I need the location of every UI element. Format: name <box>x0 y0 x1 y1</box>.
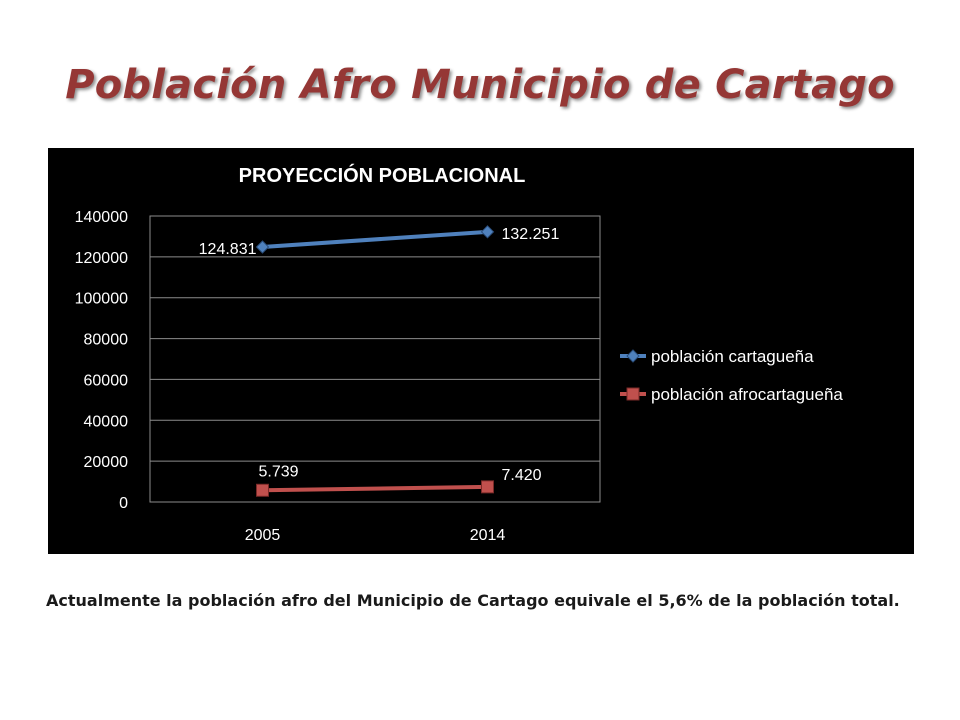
legend-marker <box>626 387 640 401</box>
y-tick-label: 40000 <box>84 413 129 430</box>
chart-title: PROYECCIÓN POBLACIONAL <box>239 163 526 187</box>
data-label: 5.739 <box>259 463 299 480</box>
y-tick-label: 140000 <box>75 209 128 226</box>
data-label: 7.420 <box>502 467 542 484</box>
data-point-marker <box>255 240 270 254</box>
plot-area-border <box>149 215 601 503</box>
series-line-2 <box>260 484 490 493</box>
x-tick-label: 2014 <box>470 527 506 544</box>
y-tick-label: 120000 <box>75 250 128 267</box>
line-chart: PROYECCIÓN POBLACIONAL 0 20000 40000 60000 8… <box>75 163 844 544</box>
data-point-marker <box>256 483 269 497</box>
data-label: 124.831 <box>199 241 257 258</box>
chart-panel: PROYECCIÓN POBLACIONAL 0 20000 40000 60000 8… <box>48 148 914 554</box>
series-line-1 <box>260 229 490 249</box>
caption-text: Actualmente la población afro del Munici… <box>46 591 900 610</box>
legend-label: población cartagueña <box>651 347 814 366</box>
y-tick-label: 100000 <box>75 291 128 308</box>
legend-marker <box>626 349 640 363</box>
legend-label: población afrocartagueña <box>651 385 843 404</box>
y-tick-label: 60000 <box>84 372 129 389</box>
x-tick-label: 2005 <box>245 527 281 544</box>
y-tick-label: 0 <box>119 495 128 512</box>
y-tick-label: 80000 <box>84 332 129 349</box>
data-label: 132.251 <box>502 226 560 243</box>
slide-title: Población Afro Municipio de Cartago <box>65 62 895 108</box>
data-point-marker <box>481 480 494 494</box>
y-tick-label: 20000 <box>84 454 129 471</box>
data-point-marker <box>480 225 495 239</box>
